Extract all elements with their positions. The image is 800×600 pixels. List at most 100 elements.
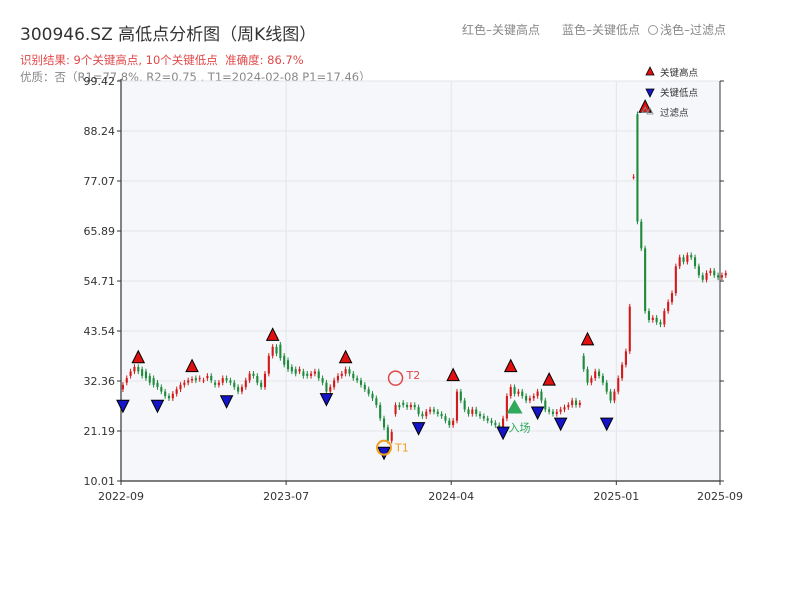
key-low-marker: [496, 426, 510, 441]
candle-body: [298, 369, 301, 372]
candle-body: [152, 378, 155, 385]
x-tick-label: 2024-04: [428, 490, 474, 503]
candle-body: [605, 382, 608, 392]
header-legend-blue: 蓝色–关键低点: [562, 23, 641, 37]
candle-body: [294, 369, 297, 374]
light-circle-icon: [648, 25, 658, 35]
candle-body: [379, 404, 382, 419]
candle-body: [471, 409, 474, 414]
candle-body: [206, 375, 209, 379]
candle-body: [647, 311, 651, 320]
candle-body: [459, 391, 462, 401]
candle-body: [494, 422, 497, 426]
candle-body: [144, 371, 148, 379]
candle-body: [478, 413, 482, 417]
filtered-marker: [641, 106, 650, 113]
candle-body: [210, 375, 213, 381]
candle-body: [475, 409, 478, 414]
candle-body: [705, 273, 708, 280]
candle-body: [432, 409, 435, 412]
candle-body: [528, 398, 531, 401]
candle-body: [160, 387, 163, 392]
candle-body: [597, 371, 601, 376]
key-high-marker: [446, 367, 460, 382]
y-tick-label: 65.89: [84, 225, 116, 238]
candle-body: [267, 355, 270, 374]
candle-body: [498, 425, 501, 428]
candle-body: [402, 402, 405, 405]
candle-body: [590, 378, 593, 383]
candle-body: [129, 371, 132, 376]
candle-body: [271, 346, 274, 356]
candle-body: [632, 176, 635, 178]
candle-body: [678, 257, 681, 267]
candle-body: [214, 382, 217, 385]
candle-body: [164, 391, 167, 397]
x-tick-label: 2022-09: [98, 490, 144, 503]
y-tick-label: 54.71: [84, 275, 116, 288]
candle-body: [256, 375, 259, 383]
candle-body: [548, 409, 551, 412]
candle-body: [187, 380, 190, 383]
candle-body: [525, 396, 528, 401]
subtitle-result: 识别结果: 9个关键高点, 10个关键低点 准确度: 86.7%: [20, 52, 304, 68]
candle-body: [448, 420, 451, 426]
candle-body: [501, 418, 505, 428]
candle-body: [717, 275, 720, 278]
annotation-label: T1: [394, 442, 409, 455]
candle-body: [137, 366, 140, 372]
candle-body: [693, 257, 697, 267]
candle-body: [536, 391, 539, 397]
y-tick-label: 10.01: [84, 475, 116, 488]
key-low-marker: [599, 417, 614, 432]
candle-body: [190, 379, 194, 381]
key-low-marker: [319, 393, 334, 407]
entry-triangle: [506, 399, 523, 414]
candle-body: [133, 366, 136, 372]
result-text: 识别结果: 9个关键高点, 10个关键低点: [20, 53, 218, 67]
candle-body: [340, 373, 343, 376]
x-tick-label: 2025-09: [697, 490, 743, 503]
candle-body: [701, 275, 704, 280]
legend-low-icon: [645, 88, 655, 98]
candle-body: [567, 404, 570, 408]
candle-body: [237, 387, 240, 392]
candle-body: [463, 400, 466, 410]
candle-body: [617, 378, 620, 392]
header-legend-red: 红色–关键高点: [462, 23, 541, 37]
candle-body: [563, 407, 566, 410]
candle-body: [490, 420, 493, 423]
candle-body: [382, 418, 386, 428]
candle-body: [482, 416, 485, 419]
candle-body: [244, 380, 247, 388]
candle-body: [329, 387, 332, 392]
candle-body: [467, 409, 470, 414]
key-high-marker: [185, 358, 199, 373]
candle-body: [390, 431, 393, 441]
candle-body: [425, 411, 428, 417]
candle-body: [406, 404, 409, 408]
candle-body: [183, 382, 186, 385]
candle-body: [179, 384, 182, 390]
candle-body: [586, 369, 589, 383]
candle-body: [275, 346, 278, 354]
candle-body: [310, 373, 313, 376]
x-tick-label: 2023-07: [263, 490, 309, 503]
key-low-marker: [553, 417, 568, 432]
y-tick-label: 99.42: [84, 75, 116, 88]
key-low-marker: [411, 422, 426, 436]
candle-body: [356, 378, 359, 381]
candle-body: [352, 373, 355, 379]
candle-body: [317, 371, 320, 379]
candle-body: [202, 380, 205, 382]
candle-body: [601, 375, 604, 383]
candle-body: [709, 270, 712, 274]
legend-label: 过滤点: [660, 107, 689, 119]
candle-body: [371, 393, 374, 399]
candle-body: [229, 380, 232, 383]
candle-body: [713, 270, 716, 276]
candle-body: [221, 378, 224, 383]
legend-label: 关键高点: [660, 67, 699, 79]
candle-body: [571, 400, 574, 405]
candle-body: [409, 404, 412, 408]
